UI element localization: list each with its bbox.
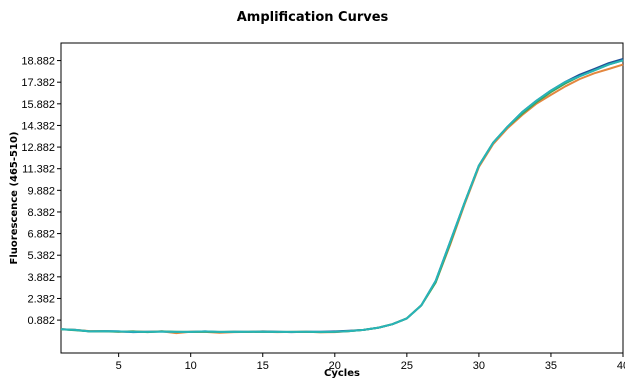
y-tick-label: 9.882: [27, 185, 55, 197]
x-tick-label: 10: [185, 360, 197, 372]
y-tick-label: 6.882: [27, 229, 55, 241]
y-tick-label: 18.882: [21, 56, 55, 68]
y-tick-label: 15.882: [21, 99, 55, 111]
y-tick-label: 12.882: [21, 142, 55, 154]
y-axis-ticks: 0.882 2.382 3.882 5.382 6.882 8.382 9.882 11.38…: [21, 56, 61, 327]
y-tick-label: 11.382: [22, 164, 55, 176]
y-axis-label: Fluorescence (465-510): [9, 132, 20, 265]
series-lines: [60, 57, 624, 335]
x-tick-label: 5: [116, 360, 122, 372]
y-tick-label: 8.382: [27, 207, 55, 219]
y-tick-label: 3.882: [27, 272, 55, 284]
chart-title: Amplification Curves: [236, 10, 389, 25]
y-tick-label: 17.382: [21, 77, 55, 89]
y-tick-label: 0.882: [27, 315, 55, 327]
x-axis-label: Cycles: [324, 368, 360, 379]
x-tick-label: 15: [257, 360, 269, 372]
x-tick-label: 30: [473, 360, 485, 372]
series-line: [60, 59, 624, 333]
x-axis-ticks: 5 10 15 20 25 30 35 40: [116, 353, 625, 372]
x-tick-label: 20: [329, 360, 341, 372]
plot-area-frame: [60, 42, 624, 354]
x-tick-label: 25: [401, 360, 413, 372]
y-tick-label: 2.382: [27, 293, 55, 305]
x-tick-label: 35: [545, 360, 557, 372]
y-tick-label: 14.382: [21, 120, 55, 132]
x-tick-label: 40: [617, 360, 625, 372]
y-tick-label: 5.382: [27, 250, 55, 262]
